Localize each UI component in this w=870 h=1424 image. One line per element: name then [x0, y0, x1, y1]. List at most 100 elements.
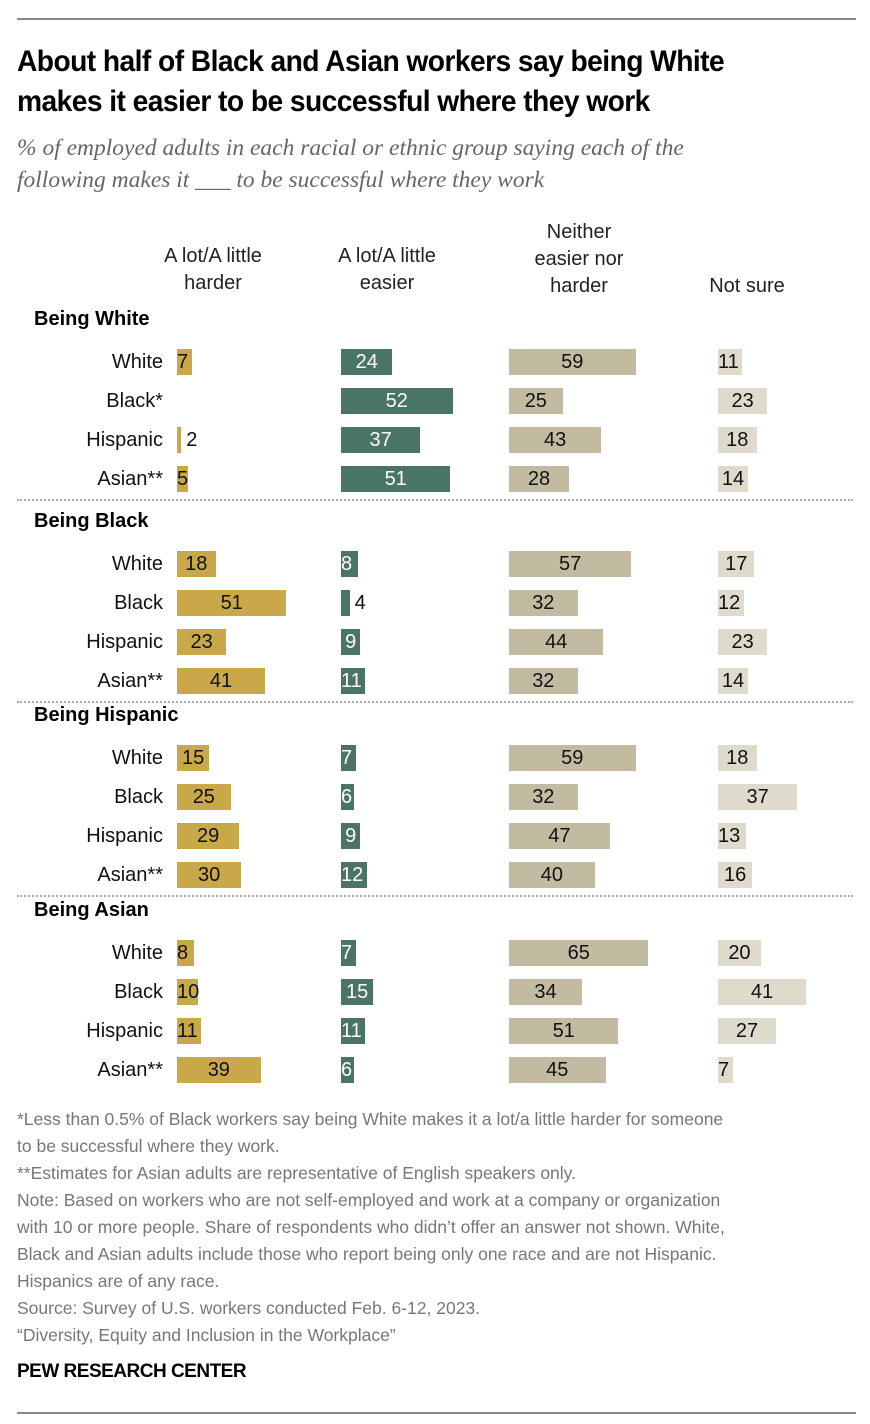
- bar-value-label: 7: [718, 1059, 730, 1081]
- bar-neither: [509, 466, 570, 492]
- bar-value-label: 30: [198, 864, 221, 886]
- bar-value-label: 65: [567, 942, 590, 964]
- bar-value-label: 5: [177, 468, 189, 490]
- bar-value-label: 23: [190, 631, 213, 653]
- column-header-easier: A lot/A little easier: [312, 243, 462, 297]
- section-header: Being Asian: [34, 899, 149, 921]
- bar-not-sure: [718, 388, 768, 414]
- bar-value-label: 12: [341, 864, 364, 886]
- column-header-not-sure: Not sure: [672, 273, 822, 300]
- bar-neither: [509, 427, 602, 453]
- footnote-line: to be successful where they work.: [17, 1136, 280, 1156]
- bar-harder: [177, 349, 192, 375]
- bar-value-label: 11: [718, 351, 739, 373]
- subtitle-line-2: following makes it ___ to be successful …: [17, 167, 545, 193]
- report-title-line: “Diversity, Equity and Inclusion in the …: [17, 1325, 396, 1345]
- bar-neither: [509, 590, 578, 616]
- bar-value-label: 37: [746, 786, 769, 808]
- bar-harder: [177, 551, 216, 577]
- bar-value-label: 51: [552, 1020, 575, 1042]
- bar-not-sure: [718, 466, 749, 492]
- footnotes: *Less than 0.5% of Black workers say bei…: [17, 1106, 857, 1349]
- bar-easier: [341, 466, 451, 492]
- bar-easier: [341, 862, 367, 888]
- bar-harder: [177, 668, 265, 694]
- column-header-line: A lot/A little: [164, 245, 262, 267]
- section-divider: [17, 895, 853, 897]
- bar-harder: [177, 427, 182, 453]
- bar-neither: [509, 629, 604, 655]
- bar-value-label: 59: [561, 351, 584, 373]
- bar-value-label: 9: [345, 825, 357, 847]
- row-label: Asian**: [97, 864, 163, 886]
- bar-value-label: 24: [355, 351, 378, 373]
- section-header: Being Black: [34, 510, 149, 532]
- note-line: with 10 or more people. Share of respond…: [17, 1217, 725, 1237]
- bar-harder: [177, 466, 188, 492]
- note-line: Hispanics are of any race.: [17, 1271, 220, 1291]
- bar-easier: [341, 427, 421, 453]
- bar-easier: [341, 979, 374, 1005]
- column-header-line: A lot/A little: [338, 245, 436, 267]
- bar-harder: [177, 745, 210, 771]
- bar-not-sure: [718, 349, 742, 375]
- bar-harder: [177, 784, 231, 810]
- row-label: Asian**: [97, 1059, 163, 1081]
- bar-value-label: 8: [177, 942, 189, 964]
- bar-value-label: 29: [196, 825, 220, 847]
- row-label: Hispanic: [86, 631, 163, 653]
- bar-value-label: 27: [735, 1020, 759, 1042]
- bar-value-label: 6: [341, 786, 353, 808]
- bar-value-label: 43: [543, 429, 567, 451]
- bar-value-label: 8: [341, 553, 353, 575]
- row-label: Black: [114, 786, 163, 808]
- bar-not-sure: [718, 823, 746, 849]
- column-header-line: Not sure: [709, 275, 785, 297]
- bar-easier: [341, 823, 361, 849]
- bar-value-label: 32: [532, 670, 555, 692]
- bar-value-label: 23: [731, 390, 754, 412]
- footnote-line: *Less than 0.5% of Black workers say bei…: [17, 1109, 724, 1129]
- section-divider: [17, 499, 853, 501]
- bar-value-label: 14: [721, 670, 745, 692]
- bar-neither: [509, 745, 636, 771]
- bar-value-label: 44: [545, 631, 568, 653]
- bar-easier: [341, 1057, 354, 1083]
- bar-neither: [509, 388, 563, 414]
- bar-value-label: 51: [384, 468, 407, 490]
- bar-value-label: 20: [728, 942, 751, 964]
- bar-value-label: 9: [345, 631, 357, 653]
- bar-harder: [177, 979, 199, 1005]
- bottom-rule: [17, 1412, 856, 1414]
- bar-value-label: 51: [220, 592, 243, 614]
- chart-title: About half of Black and Asian workers sa…: [17, 42, 811, 122]
- row-label: White: [111, 747, 163, 769]
- column-header-harder: A lot/A little harder: [138, 243, 288, 297]
- source-line: Source: Survey of U.S. workers conducted…: [17, 1298, 481, 1318]
- column-header-line: Neither: [546, 221, 612, 243]
- bar-harder: [177, 629, 227, 655]
- column-header-neither: Neither easier nor harder: [504, 219, 654, 300]
- bar-easier: [341, 629, 361, 655]
- bar-not-sure: [718, 1057, 733, 1083]
- row-label: Asian**: [97, 670, 163, 692]
- bar-easier: [341, 590, 350, 616]
- row-label: Hispanic: [86, 429, 163, 451]
- bar-value-label: 12: [718, 592, 741, 614]
- row-label: White: [111, 553, 163, 575]
- bar-neither: [509, 1018, 619, 1044]
- bar-value-label: 7: [341, 747, 353, 769]
- bar-value-label: 15: [181, 747, 205, 769]
- bar-neither: [509, 784, 578, 810]
- bar-value-label: 25: [192, 786, 215, 808]
- bar-value-label: 18: [726, 429, 749, 451]
- bar-value-label: 18: [185, 553, 208, 575]
- bar-value-label: 11: [341, 1020, 362, 1042]
- bar-value-label: 39: [207, 1059, 230, 1081]
- top-rule: [17, 18, 856, 20]
- bar-value-label: 7: [177, 351, 189, 373]
- row-label: Black*: [106, 390, 163, 412]
- bar-value-label: 11: [177, 1020, 198, 1042]
- bar-harder: [177, 590, 287, 616]
- bar-value-label: 41: [209, 670, 233, 692]
